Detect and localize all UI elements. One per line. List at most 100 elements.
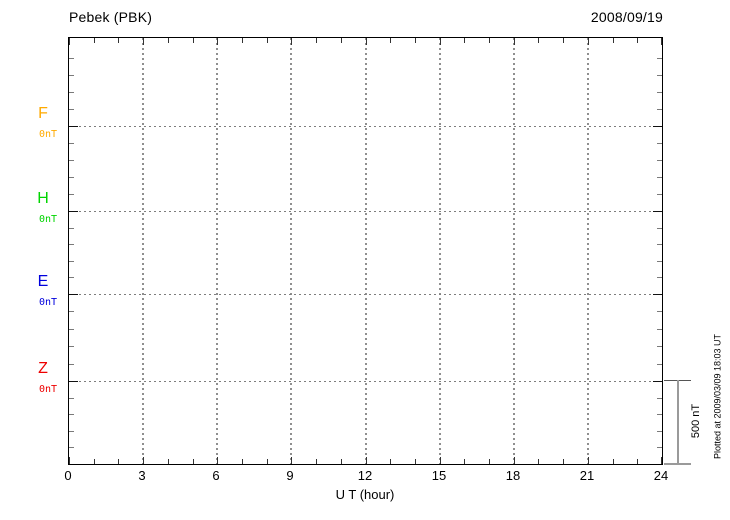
x-tick-label-12: 12 — [357, 468, 373, 483]
y-tick-left — [69, 194, 74, 195]
x-tick-bottom — [316, 459, 317, 464]
x-tick-top — [217, 38, 218, 45]
x-tick-bottom — [464, 459, 465, 464]
y-tick-right — [657, 261, 662, 262]
y-tick-left — [69, 398, 74, 399]
x-tick-top — [440, 38, 441, 45]
y-tick-baseline-left — [69, 294, 78, 295]
x-tick-bottom — [291, 457, 292, 464]
x-tick-top — [168, 38, 169, 43]
x-tick-top — [94, 38, 95, 43]
y-tick-baseline-left — [69, 211, 78, 212]
y-tick-right — [657, 364, 662, 365]
x-tick-top — [661, 38, 662, 45]
x-tick-bottom — [588, 457, 589, 464]
y-tick-left — [69, 177, 74, 178]
y-tick-right — [657, 177, 662, 178]
y-tick-left — [69, 143, 74, 144]
gridline-vertical-18h — [513, 38, 515, 464]
y-tick-left — [69, 364, 74, 365]
x-tick-top — [613, 38, 614, 43]
x-tick-top — [390, 38, 391, 43]
x-tick-label-18: 18 — [505, 468, 521, 483]
x-tick-bottom — [390, 459, 391, 464]
y-tick-right — [657, 277, 662, 278]
x-tick-top — [69, 38, 70, 45]
x-tick-bottom — [242, 459, 243, 464]
y-tick-left — [69, 244, 74, 245]
y-tick-right — [657, 311, 662, 312]
y-tick-left — [69, 346, 74, 347]
x-tick-top — [341, 38, 342, 43]
y-tick-left — [69, 329, 74, 330]
x-axis-title: U T (hour) — [335, 487, 395, 502]
y-tick-left — [69, 75, 74, 76]
y-tick-right — [657, 244, 662, 245]
y-tick-right — [657, 329, 662, 330]
x-tick-bottom — [489, 459, 490, 464]
baseline-f — [69, 126, 662, 127]
x-tick-bottom — [613, 459, 614, 464]
plotted-at-note: Plotted at 2009/03/09 18:03 UT — [712, 333, 723, 460]
baseline-z — [69, 381, 662, 382]
x-tick-bottom — [168, 459, 169, 464]
gridline-vertical-12h — [365, 38, 367, 464]
y-tick-left — [69, 228, 74, 229]
x-tick-top — [193, 38, 194, 43]
x-tick-bottom — [514, 457, 515, 464]
y-tick-left — [69, 92, 74, 93]
channel-baseline-value-f: 0nT — [38, 129, 58, 140]
channel-label-h: H — [37, 190, 49, 207]
x-tick-top — [118, 38, 119, 43]
x-tick-top — [291, 38, 292, 45]
channel-label-f: F — [38, 105, 48, 122]
x-tick-label-0: 0 — [64, 468, 72, 483]
x-tick-bottom — [440, 457, 441, 464]
y-tick-right — [657, 143, 662, 144]
scale-bar-label: 500 nT — [690, 403, 702, 439]
channel-label-e: E — [37, 273, 49, 290]
x-tick-label-15: 15 — [431, 468, 447, 483]
gridline-vertical-21h — [587, 38, 589, 464]
y-tick-left — [69, 311, 74, 312]
y-tick-baseline-right — [653, 381, 662, 382]
x-tick-bottom — [143, 457, 144, 464]
plot-date: 2008/09/19 — [590, 9, 663, 25]
x-tick-bottom — [637, 459, 638, 464]
channel-baseline-value-h: 0nT — [38, 214, 58, 225]
x-tick-bottom — [69, 457, 70, 464]
x-tick-bottom — [661, 457, 662, 464]
x-tick-top — [267, 38, 268, 43]
y-tick-left — [69, 431, 74, 432]
y-tick-baseline-right — [653, 294, 662, 295]
x-tick-label-9: 9 — [286, 468, 294, 483]
y-tick-right — [657, 194, 662, 195]
y-tick-left — [69, 447, 74, 448]
gridline-vertical-3h — [142, 38, 144, 464]
x-tick-bottom — [366, 457, 367, 464]
scale-bar-line — [677, 380, 679, 465]
channel-label-z: Z — [38, 360, 48, 377]
x-tick-top — [489, 38, 490, 43]
x-tick-label-6: 6 — [212, 468, 220, 483]
gridline-vertical-6h — [216, 38, 218, 464]
y-tick-right — [657, 58, 662, 59]
channel-baseline-value-z: 0nT — [38, 384, 58, 395]
y-tick-left — [69, 277, 74, 278]
x-tick-bottom — [118, 459, 119, 464]
y-tick-right — [657, 92, 662, 93]
x-tick-top — [415, 38, 416, 43]
y-tick-right — [657, 414, 662, 415]
x-tick-top — [588, 38, 589, 45]
x-tick-top — [563, 38, 564, 43]
y-tick-left — [69, 160, 74, 161]
y-tick-right — [657, 109, 662, 110]
x-tick-top — [514, 38, 515, 45]
x-tick-top — [143, 38, 144, 45]
plot-area — [68, 37, 663, 465]
y-tick-baseline-right — [653, 126, 662, 127]
x-tick-bottom — [538, 459, 539, 464]
y-tick-left — [69, 58, 74, 59]
x-tick-bottom — [563, 459, 564, 464]
